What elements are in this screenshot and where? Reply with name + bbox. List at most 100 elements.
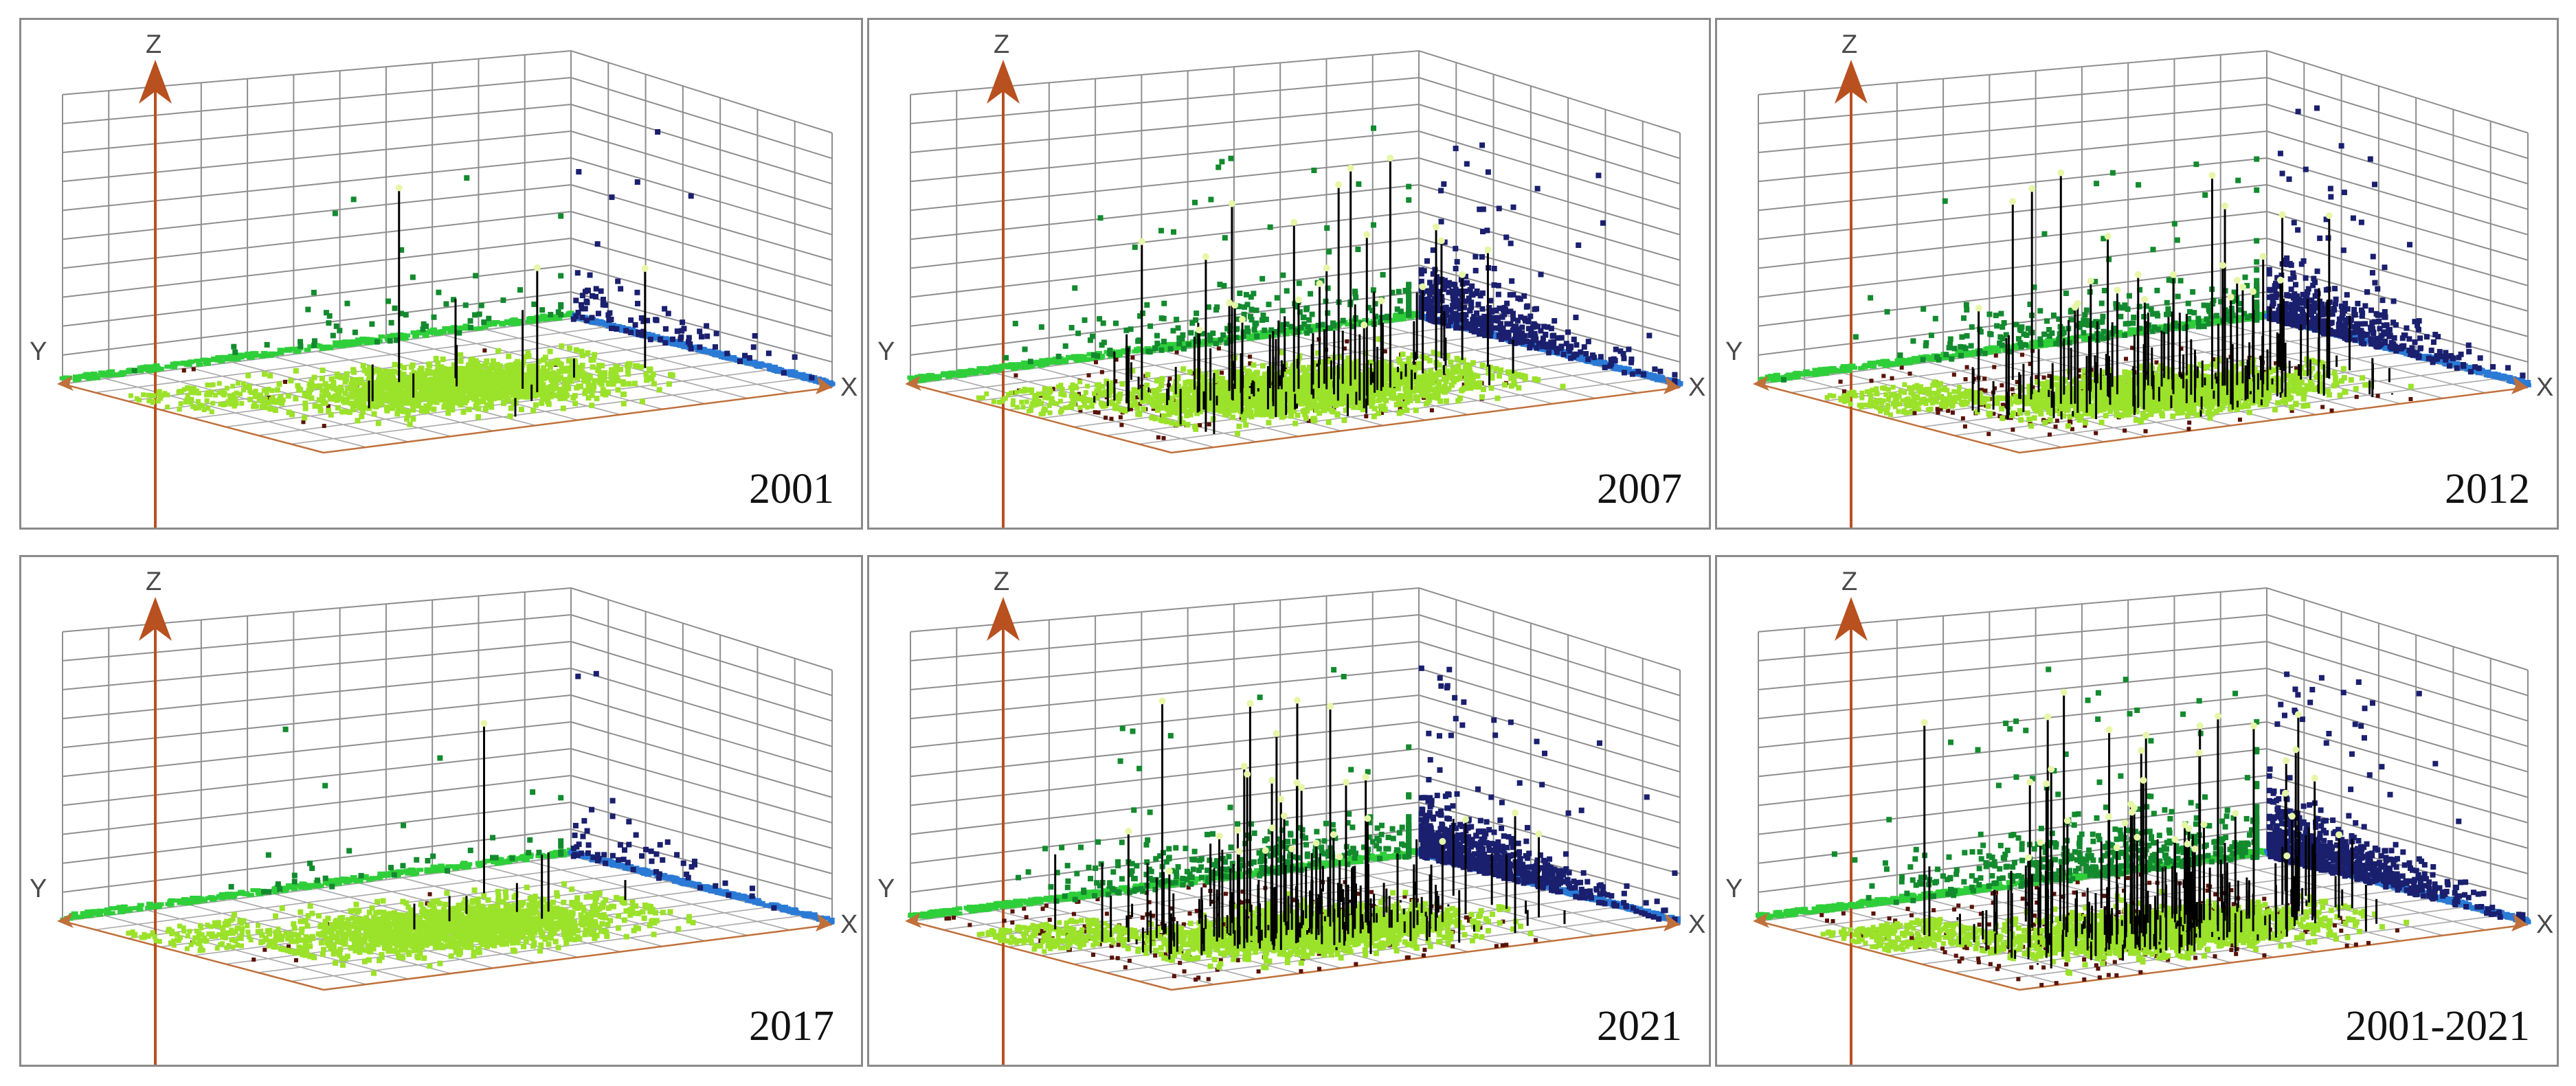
xy-tail-point bbox=[1054, 401, 1060, 407]
xy-point bbox=[530, 407, 537, 414]
yz-point bbox=[403, 312, 409, 318]
xy-point bbox=[334, 371, 340, 377]
xy-point bbox=[647, 366, 653, 372]
xy-tail-point bbox=[1013, 389, 1019, 395]
xy-point bbox=[1210, 389, 1216, 395]
y-projection-point bbox=[355, 338, 362, 343]
gridline-yz-horizontal bbox=[62, 131, 572, 183]
xy-point bbox=[472, 372, 478, 378]
xy-point bbox=[1315, 389, 1321, 395]
xy-point bbox=[633, 363, 639, 369]
xy-point bbox=[1371, 405, 1378, 411]
xy-point bbox=[1235, 431, 1241, 437]
xz-point bbox=[640, 318, 647, 324]
xy-point bbox=[605, 389, 611, 395]
yz-point bbox=[473, 273, 479, 279]
xy-point bbox=[351, 390, 357, 396]
xy-point bbox=[1160, 405, 1166, 411]
xy-tail-point bbox=[262, 396, 268, 402]
y-projection-point bbox=[1287, 329, 1295, 334]
xy-point bbox=[451, 400, 458, 406]
xy-point bbox=[585, 395, 592, 401]
xy-point bbox=[1295, 371, 1301, 377]
xy-point bbox=[460, 381, 467, 387]
xy-point bbox=[1464, 362, 1470, 368]
y-projection-point bbox=[223, 357, 231, 362]
xy-point bbox=[438, 378, 444, 384]
xy-point bbox=[1227, 396, 1233, 402]
y-projection-point bbox=[319, 346, 326, 351]
xy-point bbox=[493, 380, 500, 386]
xy-point bbox=[458, 381, 464, 387]
xy-point bbox=[354, 381, 360, 387]
xy-point bbox=[460, 391, 467, 397]
xy-point bbox=[1299, 387, 1306, 393]
xy-tail-point bbox=[1091, 391, 1097, 396]
xy-point bbox=[1494, 395, 1501, 401]
xy-point bbox=[1419, 392, 1425, 398]
xy-point bbox=[1366, 380, 1372, 386]
xy-tail-point bbox=[157, 389, 162, 394]
xy-point bbox=[457, 365, 463, 372]
gridline-xz-horizontal bbox=[570, 238, 833, 312]
y-projection-point bbox=[1345, 322, 1352, 327]
xy-point bbox=[431, 378, 437, 384]
xy-point bbox=[507, 413, 513, 419]
xy-point bbox=[1139, 398, 1145, 405]
xy-tail-point bbox=[146, 392, 151, 398]
xy-point bbox=[550, 376, 556, 383]
xy-tail-point bbox=[157, 396, 163, 401]
yz-point bbox=[392, 305, 398, 311]
xy-point bbox=[1285, 407, 1291, 414]
xy-point bbox=[360, 363, 366, 369]
gridline-yz-horizontal bbox=[62, 291, 572, 356]
xy-point bbox=[431, 406, 437, 412]
xy-point bbox=[383, 376, 390, 383]
xy-tail-point bbox=[269, 388, 275, 394]
xy-point bbox=[1295, 391, 1301, 397]
xy-point bbox=[1230, 414, 1236, 420]
xy-point bbox=[1391, 394, 1397, 400]
xy-point bbox=[1189, 379, 1195, 385]
yz-point bbox=[548, 312, 554, 318]
xz-point bbox=[576, 169, 582, 175]
xz-point bbox=[579, 293, 585, 299]
xy-point bbox=[1343, 382, 1349, 388]
xz-point bbox=[712, 344, 718, 350]
y-projection-point bbox=[201, 357, 209, 362]
y-projection-point bbox=[237, 352, 245, 357]
xy-point bbox=[394, 411, 401, 417]
xy-point bbox=[1216, 388, 1222, 394]
y-projection-point bbox=[72, 374, 80, 379]
xy-point bbox=[334, 397, 340, 403]
y-projection-point bbox=[934, 374, 941, 378]
xy-point bbox=[506, 381, 512, 387]
xy-point bbox=[1338, 379, 1344, 385]
xy-point bbox=[1118, 407, 1124, 413]
xy-point bbox=[1351, 404, 1357, 410]
xy-point bbox=[448, 383, 454, 389]
xy-point bbox=[566, 358, 572, 364]
xy-point bbox=[322, 381, 328, 387]
xy-point bbox=[1144, 382, 1150, 388]
xy-point bbox=[625, 371, 631, 377]
xy-point bbox=[451, 365, 457, 372]
xy-point bbox=[1135, 411, 1141, 417]
dark-red-point bbox=[1104, 416, 1108, 420]
xy-point bbox=[560, 405, 566, 411]
xy-point bbox=[488, 401, 494, 407]
xy-point bbox=[497, 389, 503, 396]
xy-point bbox=[1395, 385, 1401, 392]
xy-point bbox=[259, 404, 265, 410]
x-projection-point bbox=[701, 350, 708, 354]
xy-point bbox=[1244, 387, 1250, 393]
gridline-xz-horizontal bbox=[570, 211, 833, 286]
xy-point bbox=[391, 401, 397, 407]
xy-point bbox=[1220, 385, 1227, 392]
xz-point bbox=[582, 306, 588, 312]
xy-point bbox=[328, 411, 334, 418]
xy-tail-point bbox=[195, 399, 201, 405]
xy-point bbox=[592, 352, 598, 358]
xy-point bbox=[1226, 409, 1232, 415]
xy-point bbox=[1253, 370, 1259, 376]
